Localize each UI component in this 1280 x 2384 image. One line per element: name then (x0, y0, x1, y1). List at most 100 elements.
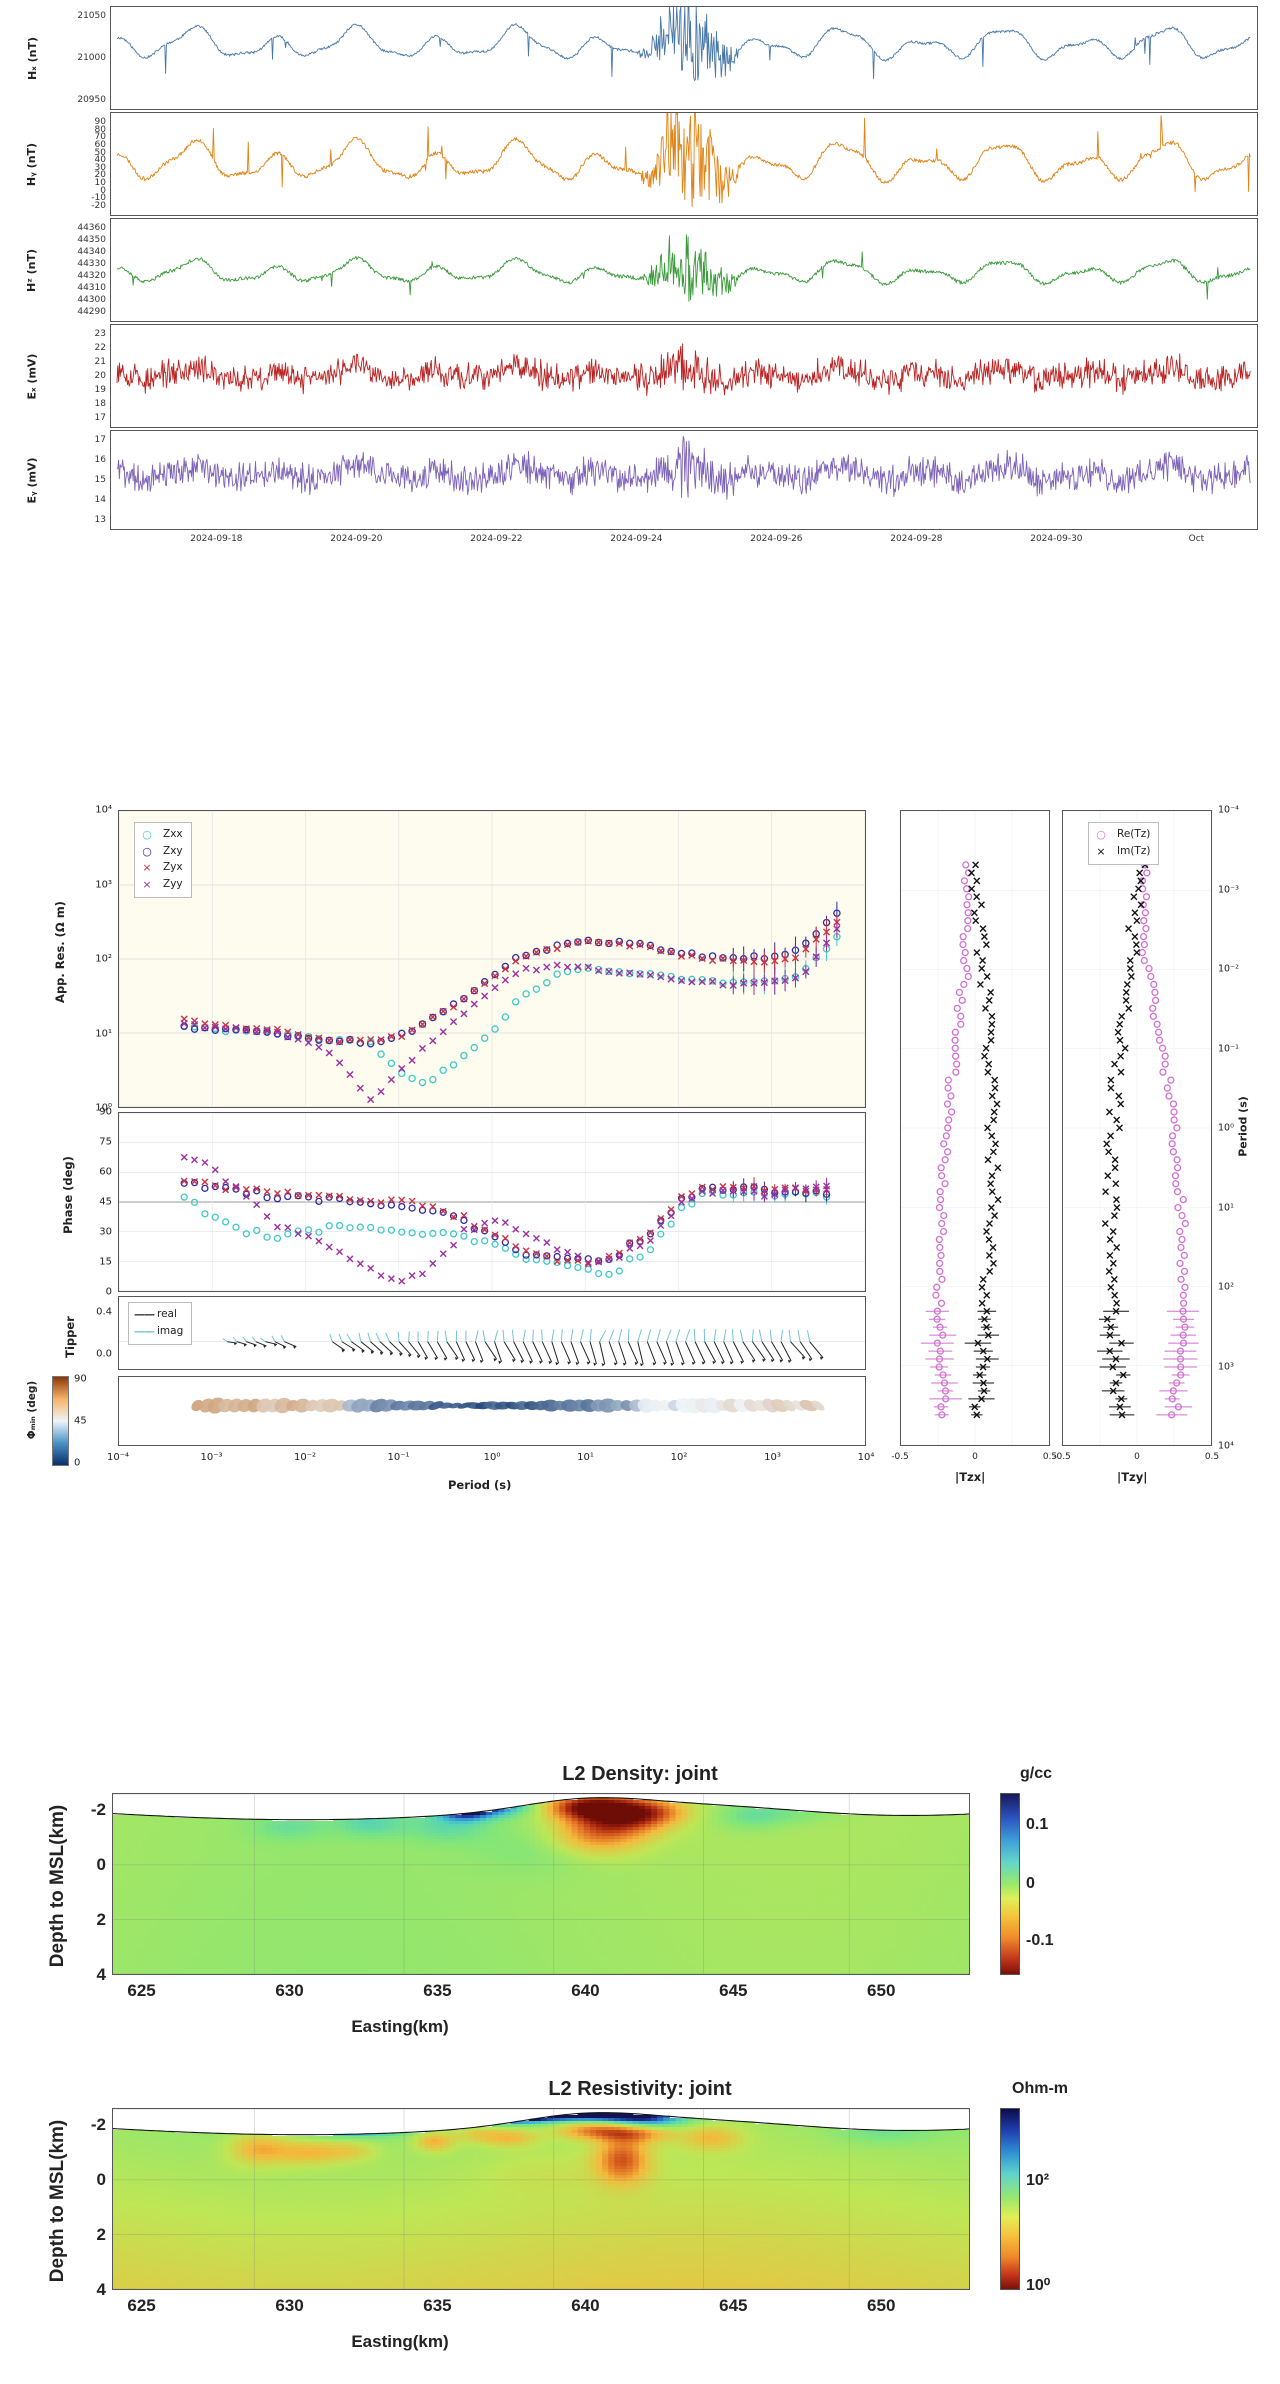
y-tick: 30 (94, 162, 106, 173)
axis-tick: 10⁴ (95, 804, 112, 816)
tz-period-axis-label: Period (s) (1236, 1096, 1250, 1157)
resistivity-section-title: L2 Resistivity: joint (548, 2078, 732, 2100)
y-tick: 22 (94, 343, 106, 353)
tipper-panel (118, 1296, 866, 1370)
density-section: L2 Density: joint g/cc 0.1 0 -0.1 Depth to… (0, 1745, 1280, 2065)
phase-panel (118, 1112, 866, 1292)
period-tick: 10⁻⁴ (106, 1452, 130, 1463)
axis-tick: 45 (74, 1415, 87, 1427)
x-axis-tick: 640 (571, 2296, 600, 2315)
time-series-yticks-hx: 21050 21000 20950 (32, 6, 110, 110)
time-series-axes-ex (110, 324, 1258, 428)
date-tick: 2024-09-26 (750, 534, 803, 544)
axis-tick: 10⁰ (95, 1102, 112, 1114)
y-axis-tick: -2 (90, 1799, 106, 1819)
time-series-row-hx: Hₓ (nT) 21050 21000 20950 (0, 6, 1280, 110)
date-tick: 2024-09-18 (190, 534, 243, 544)
tipper-y-axis-label: Tipper (63, 1316, 77, 1358)
axis-tick: 0 (105, 1286, 112, 1298)
legend-symbol-icon: —— (134, 1324, 155, 1338)
legend-symbol-icon: —— (134, 1308, 155, 1321)
time-series-yticks-ex: 23 22 21 20 19 18 17 (32, 324, 110, 428)
legend-entry: —— real (134, 1307, 183, 1324)
legend-symbol-icon: ○ (142, 844, 152, 858)
tzx-panel (900, 810, 1050, 1446)
x-axis-tick: 625 (127, 1981, 156, 2000)
y-tick: 15 (94, 475, 106, 485)
y-tick: -20 (91, 201, 106, 211)
y-tick: 20 (94, 371, 106, 381)
resistivity-plot-area (112, 2108, 970, 2290)
phase-tensor-panel (118, 1376, 866, 1446)
axis-tick: 30 (99, 1226, 112, 1238)
time-series-date-axis: 2024-09-18 2024-09-20 2024-09-22 2024-09-24… (110, 532, 1258, 552)
colorbar-tick: 10⁰ (1026, 2276, 1051, 2294)
y-tick: 19 (94, 385, 106, 395)
axis-tick: 75 (99, 1136, 112, 1148)
x-axis-tick: 645 (719, 1981, 748, 2000)
axis-tick: 15 (99, 1256, 112, 1268)
resistivity-colorbar (1000, 2108, 1020, 2290)
x-axis-tick: 650 (867, 2296, 896, 2315)
apparent-resistivity-panel (118, 810, 866, 1108)
density-colorbar (1000, 1793, 1020, 1975)
x-axis-tick: 645 (719, 2296, 748, 2315)
tz-x-tick: 0.5 (1204, 1452, 1220, 1462)
date-tick: 2024-09-22 (470, 534, 523, 544)
y-tick: 10 (94, 178, 106, 189)
resistivity-x-axis-label: Easting(km) (351, 2332, 449, 2351)
tz-x-tick: -0.5 (1053, 1452, 1071, 1462)
y-tick: 21000 (77, 53, 106, 63)
legend-label: Zyy (163, 877, 183, 890)
period-tick: 10² (670, 1452, 688, 1463)
time-series-row-ey: Eᵧ (mV) 17 16 15 14 13 (0, 430, 1280, 530)
tzy-panel (1062, 810, 1212, 1446)
y-tick: 44310 (77, 283, 106, 293)
axis-tick: 0 (74, 1457, 81, 1469)
period-tick: 10⁻¹ (387, 1452, 410, 1463)
y-tick: 17 (94, 413, 106, 423)
tz-x-tick: 0 (972, 1452, 978, 1462)
time-series-row-ex: Eₓ (mV) 23 22 21 20 19 18 17 (0, 324, 1280, 428)
phase-y-axis-label: Phase (deg) (61, 1156, 75, 1234)
period-tick: 10⁰ (483, 1452, 501, 1463)
period-tick: 10⁴ (857, 1452, 875, 1463)
y-tick: 70 (94, 132, 106, 143)
y-tick: 23 (94, 329, 106, 339)
legend-entry: × Zyx (140, 860, 182, 877)
tz-period-tick: 10⁰ (1218, 1122, 1234, 1134)
legend-label: real (157, 1308, 177, 1321)
legend-entry: × Zyy (140, 877, 183, 894)
y-tick: 13 (94, 515, 106, 525)
y-tick: 60 (94, 139, 106, 150)
y-tick: 16 (94, 455, 106, 465)
y-axis-tick: 2 (96, 1909, 106, 1929)
y-tick: 90 (94, 117, 106, 127)
y-axis-tick: 0 (96, 2169, 106, 2189)
x-axis-tick: 630 (275, 1981, 304, 2000)
axis-tick: 10¹ (95, 1028, 112, 1039)
phase-tensor-colorbar-label: Φₘᵢₙ (deg) (26, 1380, 38, 1440)
tz-x-tick: -0.5 (891, 1452, 909, 1462)
axis-tick: 0.0 (96, 1348, 112, 1360)
date-tick: 2024-09-20 (330, 534, 383, 544)
legend-entry: ○ Re(Tz) (1094, 827, 1150, 844)
y-tick: 17 (94, 435, 106, 445)
y-tick: 0 (100, 185, 106, 196)
legend-symbol-icon: ○ (142, 828, 152, 841)
resistivity-unit-label: Ohm-m (1012, 2080, 1068, 2097)
y-tick: 44360 (77, 223, 106, 233)
colorbar-tick: 10² (1026, 2171, 1050, 2189)
time-series-axes-hy (110, 112, 1258, 216)
tzy-axis-label: |Tzy| (1117, 1470, 1148, 1484)
date-tick: 2024-09-28 (890, 534, 943, 544)
legend-entry: ○ Zxy (140, 844, 183, 861)
time-series-yticks-ey: 17 16 15 14 13 (32, 430, 110, 530)
period-tick: 10¹ (577, 1452, 594, 1463)
axis-tick: 90 (74, 1373, 87, 1385)
legend-label: Zxy (163, 844, 183, 857)
y-axis-tick: -2 (90, 2114, 106, 2134)
tzx-axis-label: |Tzx| (955, 1470, 986, 1484)
y-tick: 44340 (77, 247, 106, 257)
time-series-row-hz: Hᶻ (nT) 44360 44350 44340 44330 44320 44310 443… (0, 218, 1280, 322)
